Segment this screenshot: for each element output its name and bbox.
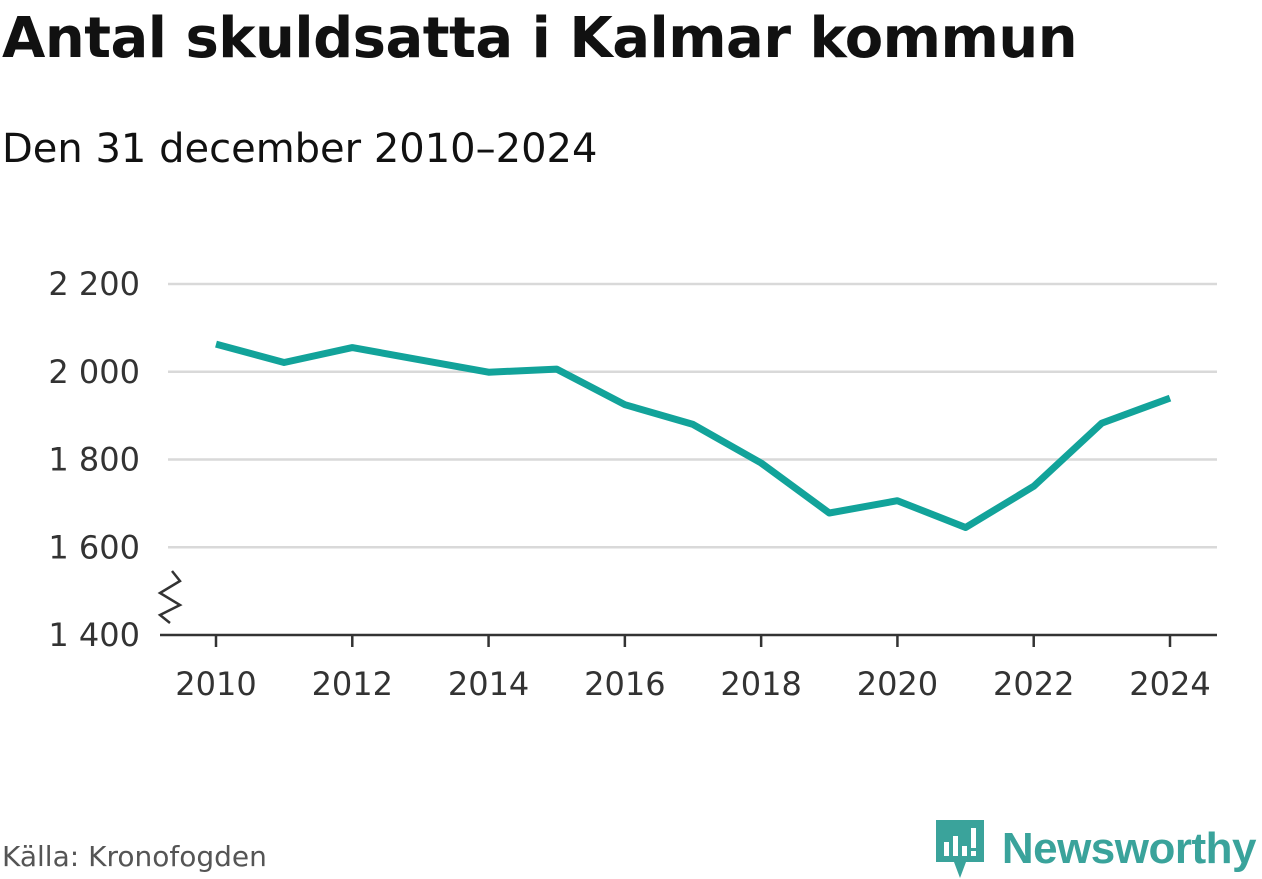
y-tick-label: 1 600 [48,528,140,566]
y-tick-label: 2 200 [48,265,140,303]
y-tick-label: 1 400 [48,616,140,654]
series-line [215,340,1172,531]
y-axis-ticks: 1 400 1 600 1 800 2 000 2 200 [48,265,140,654]
gridlines [168,282,1217,549]
series-group [215,340,1172,531]
x-tick-label: 2014 [448,665,529,703]
x-tick-label: 2024 [1129,665,1210,703]
x-tick-label: 2010 [175,665,256,703]
y-tick-label: 1 800 [48,441,140,479]
x-axis-ticks: 2010 2012 2014 2016 2018 2020 2022 2024 [175,635,1211,703]
brand-name: Newsworthy [1001,824,1257,873]
x-tick-label: 2016 [584,665,665,703]
newsworthy-logo-icon [935,820,984,878]
chart-title: Antal skuldsatta i Kalmar kommun [2,6,1078,71]
axis-break-icon [157,570,183,624]
chart-subtitle: Den 31 december 2010–2024 [2,126,598,172]
x-tick-label: 2022 [993,665,1074,703]
x-tick-label: 2012 [312,665,393,703]
brand-logo: Newsworthy [935,820,1257,878]
x-tick-label: 2018 [720,665,801,703]
y-tick-label: 2 000 [48,353,140,391]
source-note: Källa: Kronofogden [2,840,267,873]
x-tick-label: 2020 [857,665,938,703]
